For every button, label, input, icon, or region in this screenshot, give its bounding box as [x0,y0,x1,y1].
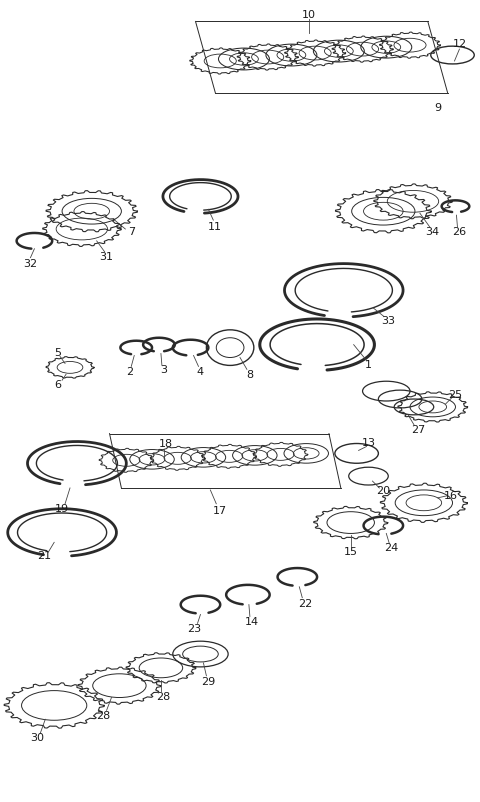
Text: 31: 31 [99,251,114,261]
Text: 5: 5 [55,347,61,357]
Text: 29: 29 [201,676,216,686]
Text: 9: 9 [434,103,441,113]
Text: 10: 10 [302,10,316,19]
Text: 23: 23 [188,623,202,634]
Text: 8: 8 [246,370,253,380]
Text: 14: 14 [245,617,259,626]
Text: 21: 21 [37,550,51,561]
Text: 25: 25 [448,390,463,399]
Text: 34: 34 [426,227,440,237]
Text: 12: 12 [452,39,467,49]
Text: 18: 18 [159,439,173,449]
Text: 4: 4 [197,367,204,377]
Text: 30: 30 [30,732,44,742]
Text: 27: 27 [411,424,425,434]
Text: 2: 2 [126,367,133,377]
Text: 33: 33 [381,315,395,326]
Text: 1: 1 [365,360,372,370]
Text: 17: 17 [213,505,228,515]
Text: 32: 32 [24,258,37,269]
Text: 16: 16 [444,490,457,500]
Text: 20: 20 [376,485,390,496]
Text: 11: 11 [208,222,222,232]
Text: 6: 6 [55,379,61,390]
Text: 24: 24 [384,543,398,553]
Text: 28: 28 [156,691,170,701]
Text: 26: 26 [452,227,467,237]
Text: 15: 15 [344,546,358,557]
Text: 13: 13 [361,437,375,447]
Text: 7: 7 [128,227,135,237]
Text: 19: 19 [55,503,69,513]
Text: 3: 3 [160,365,168,375]
Text: 28: 28 [96,711,111,720]
Text: 22: 22 [298,597,312,608]
